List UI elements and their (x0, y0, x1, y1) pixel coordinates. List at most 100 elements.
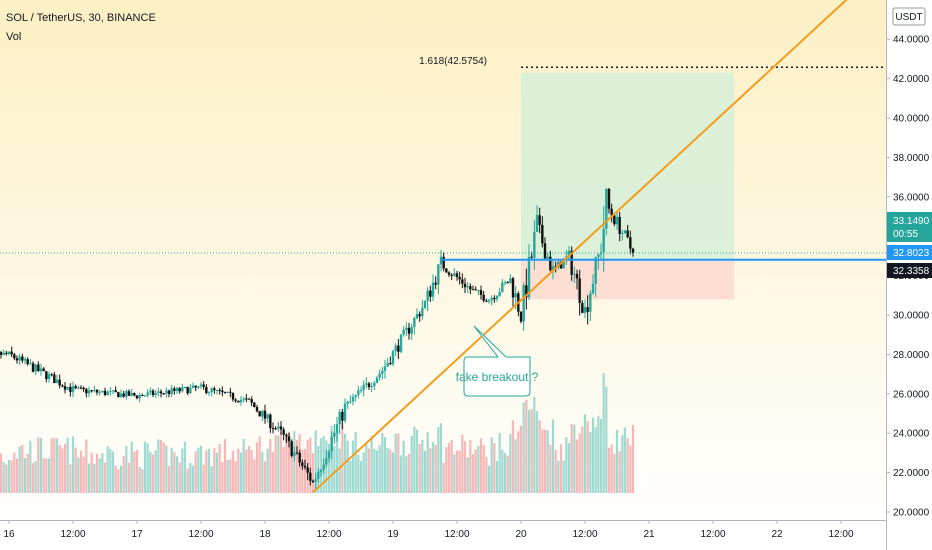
candle-body[interactable] (573, 273, 576, 275)
candle-body[interactable] (255, 406, 259, 412)
candle-body[interactable] (530, 256, 533, 258)
candle-body[interactable] (333, 432, 336, 437)
candle-body[interactable] (463, 283, 467, 288)
candle-body[interactable] (570, 250, 573, 275)
candle-body[interactable] (282, 429, 285, 435)
candle-body[interactable] (623, 230, 627, 233)
candle-body[interactable] (378, 373, 381, 378)
candle-body[interactable] (487, 300, 491, 302)
candle-body[interactable] (551, 266, 555, 271)
candle-body[interactable] (271, 427, 275, 429)
candle-body[interactable] (367, 383, 371, 387)
candle-body[interactable] (434, 282, 437, 285)
candle-body[interactable] (111, 390, 115, 392)
candle-body[interactable] (5, 352, 8, 354)
ascending-trendline[interactable] (312, 0, 857, 494)
candle-body[interactable] (69, 386, 72, 392)
candle-body[interactable] (63, 386, 67, 390)
candle-body[interactable] (437, 264, 440, 285)
candle-body[interactable] (93, 389, 96, 391)
candle-body[interactable] (490, 297, 493, 301)
candle-body[interactable] (133, 393, 136, 396)
candle-body[interactable] (370, 386, 373, 388)
candle-body[interactable] (215, 389, 219, 391)
candle-body[interactable] (138, 395, 141, 399)
candle-body[interactable] (90, 390, 93, 392)
candle-body[interactable] (383, 366, 387, 371)
candle-body[interactable] (391, 351, 395, 365)
candle-body[interactable] (194, 385, 197, 388)
candle-body[interactable] (373, 382, 376, 387)
candle-body[interactable] (594, 257, 597, 284)
candle-body[interactable] (365, 383, 368, 385)
candle-body[interactable] (170, 388, 173, 395)
candle-body[interactable] (631, 248, 635, 253)
candle-body[interactable] (157, 391, 160, 393)
candle-body[interactable] (325, 458, 328, 465)
candle-body[interactable] (519, 311, 523, 322)
candle-body[interactable] (207, 392, 211, 394)
candle-body[interactable] (613, 215, 616, 225)
candle-body[interactable] (341, 411, 344, 421)
candle-body[interactable] (423, 300, 427, 308)
candle-body[interactable] (167, 390, 171, 395)
candle-body[interactable] (450, 274, 453, 276)
candle-body[interactable] (543, 243, 547, 259)
candle-body[interactable] (119, 393, 123, 398)
candle-body[interactable] (186, 387, 189, 394)
candle-body[interactable] (98, 391, 101, 393)
candle-body[interactable] (21, 356, 24, 361)
candle-body[interactable] (298, 452, 301, 463)
candle-body[interactable] (117, 392, 120, 398)
candle-body[interactable] (31, 363, 35, 372)
candle-body[interactable] (549, 256, 552, 271)
candle-body[interactable] (223, 392, 227, 394)
candle-body[interactable] (447, 272, 451, 275)
candle-body[interactable] (466, 286, 469, 288)
candle-body[interactable] (559, 261, 563, 269)
candle-body[interactable] (538, 215, 541, 225)
candle-body[interactable] (413, 318, 416, 328)
candle-body[interactable] (578, 278, 581, 303)
candle-body[interactable] (418, 314, 421, 317)
candle-body[interactable] (42, 368, 45, 372)
candle-body[interactable] (143, 395, 147, 397)
candle-body[interactable] (34, 364, 37, 372)
candle-body[interactable] (327, 451, 331, 459)
candle-body[interactable] (26, 359, 29, 364)
candle-body[interactable] (95, 389, 99, 393)
candle-body[interactable] (381, 370, 384, 374)
candle-body[interactable] (154, 392, 157, 395)
candle-body[interactable] (575, 273, 579, 279)
candle-body[interactable] (53, 374, 56, 384)
candle-body[interactable] (279, 426, 283, 430)
candle-body[interactable] (7, 351, 11, 354)
candle-body[interactable] (229, 391, 232, 393)
candle-body[interactable] (535, 215, 539, 232)
candle-body[interactable] (55, 379, 59, 384)
candle-body[interactable] (410, 327, 413, 334)
candle-body[interactable] (146, 392, 149, 396)
candle-body[interactable] (591, 283, 595, 294)
candle-body[interactable] (178, 388, 181, 392)
candle-body[interactable] (469, 286, 472, 290)
candle-body[interactable] (149, 390, 152, 393)
candle-body[interactable] (210, 388, 213, 393)
candle-body[interactable] (277, 426, 280, 429)
candle-body[interactable] (253, 402, 256, 407)
candle-body[interactable] (357, 390, 360, 395)
candle-body[interactable] (173, 388, 176, 391)
candle-body[interactable] (589, 293, 592, 312)
candle-body[interactable] (330, 436, 333, 452)
candle-body[interactable] (127, 391, 131, 396)
candle-body[interactable] (375, 377, 379, 383)
candle-body[interactable] (615, 216, 619, 225)
candle-body[interactable] (109, 390, 112, 392)
candle-body[interactable] (527, 256, 531, 298)
candle-body[interactable] (50, 374, 53, 376)
candle-body[interactable] (18, 356, 21, 361)
candle-body[interactable] (125, 391, 128, 397)
candle-body[interactable] (231, 392, 235, 400)
candle-body[interactable] (319, 469, 323, 472)
